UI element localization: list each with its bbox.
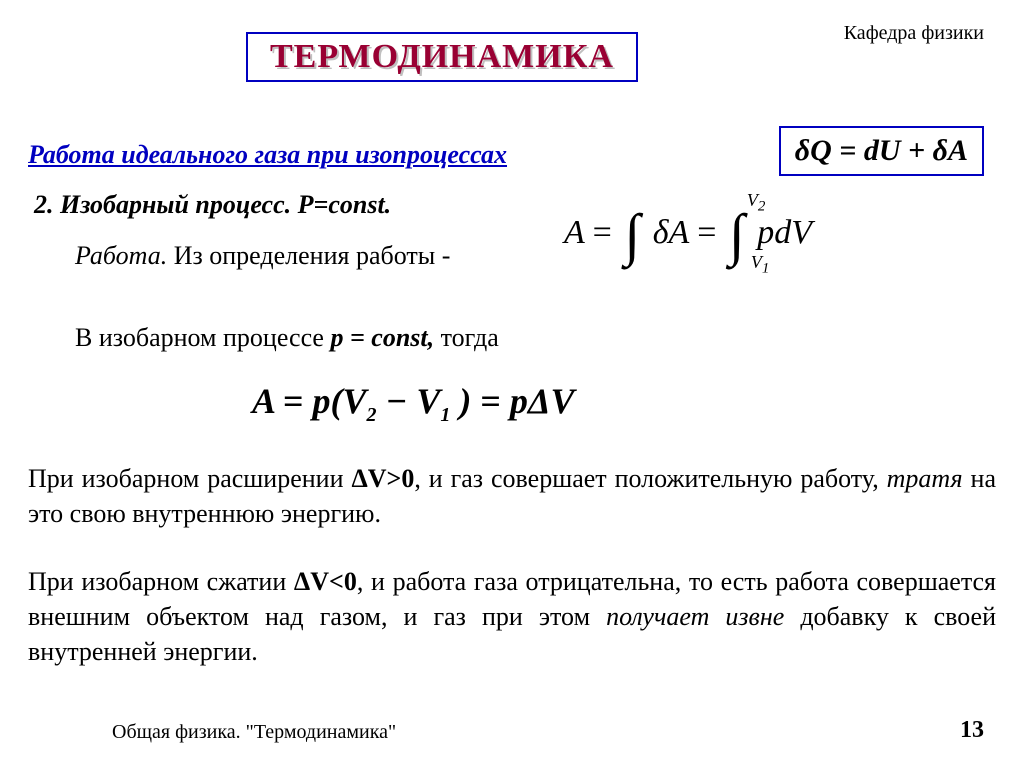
maineq-lhs: A [252, 381, 274, 421]
work-integral-equation: A = ∫ δA = V2 ∫ V1 pdV [564, 206, 812, 264]
page-number: 13 [960, 717, 984, 744]
maineq-rhs: pΔV [510, 381, 575, 421]
p2-italic: получает извне [606, 602, 784, 631]
isobar-cond: p = const, [330, 323, 434, 352]
main-work-equation: A = p(V2 − V1 ) = pΔV [252, 380, 574, 427]
p1-italic: тратя [887, 464, 963, 493]
first-law-box: δQ = dU + δA [779, 126, 984, 176]
integral-2: V2 ∫ V1 [729, 206, 745, 264]
maineq-close: ) [450, 381, 471, 421]
compression-paragraph: При изобарном сжатии ΔV<0, и работа газа… [28, 564, 996, 669]
p1-t1: При изобарном расширении [28, 464, 351, 493]
isobar-t1: В изобарном процессе [75, 323, 330, 352]
integral-sign-icon: ∫ [624, 206, 640, 264]
integral-lower-limit: V1 [751, 252, 770, 278]
p2-dv: ΔV<0 [294, 567, 357, 596]
eq-equals-1: = [593, 214, 621, 251]
work-prefix: Работа. [75, 241, 167, 270]
work-definition-line: Работа. Из определения работы - [75, 241, 450, 271]
footer-text: Общая физика. "Термодинамика" [112, 721, 396, 744]
integral-sign-icon: ∫ [729, 206, 745, 264]
process-subheading: 2. Изобарный процесс. P=const. [34, 190, 391, 220]
isobar-t2: тогда [441, 323, 499, 352]
isobar-condition-line: В изобарном процессе p = const, тогда [75, 323, 499, 353]
work-rest: Из определения работы - [167, 241, 450, 270]
p2-t1: При изобарном сжатии [28, 567, 294, 596]
eq-equals-2: = [697, 214, 725, 251]
section-heading: Работа идеального газа при изопроцессах [28, 140, 507, 170]
maineq-minus: − V [377, 381, 441, 421]
department-label: Кафедра физики [844, 22, 984, 45]
eq-mid: δA [653, 214, 689, 251]
eq-lhs: A [564, 214, 584, 251]
integral-1: ∫ [624, 206, 640, 264]
p1-dv: ΔV>0 [351, 464, 414, 493]
title-box: ТЕРМОДИНАМИКА [246, 32, 638, 82]
page-title: ТЕРМОДИНАМИКА [270, 38, 614, 76]
maineq-sub1: 2 [367, 404, 377, 426]
expansion-paragraph: При изобарном расширении ΔV>0, и газ сов… [28, 461, 996, 531]
integral-upper-limit: V2 [747, 190, 766, 216]
maineq-sub2: 1 [440, 404, 450, 426]
subheading-condition: P=const. [298, 190, 392, 219]
p1-t2: , и газ совершает положительную работу, [414, 464, 886, 493]
maineq-mid-open: p(V [313, 381, 367, 421]
subheading-label: 2. Изобарный процесс. [34, 190, 291, 219]
eq-integrand: pdV [757, 214, 812, 251]
